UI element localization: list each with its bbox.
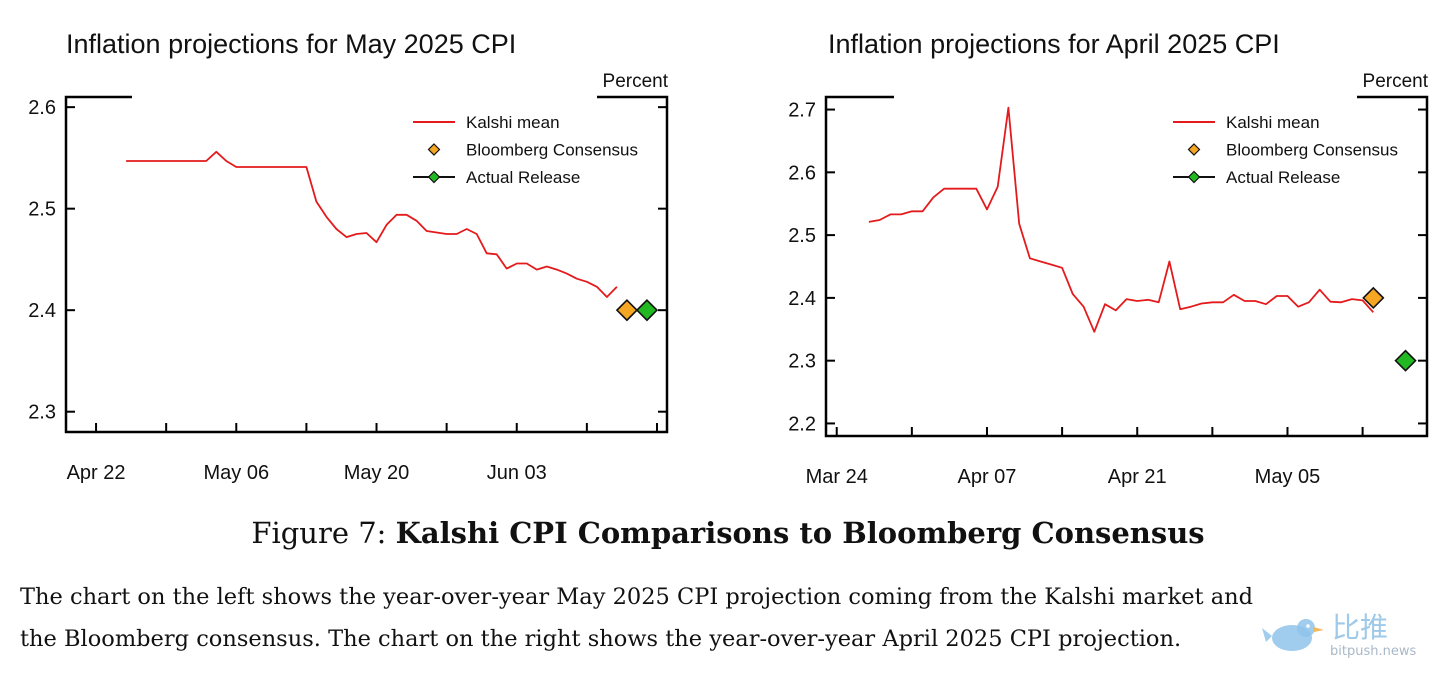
- charts-canvas: Inflation projections for May 2025 CPI Pe…: [28, 29, 1429, 488]
- unit-label: Percent: [603, 71, 669, 92]
- x-tick-label: May 20: [344, 462, 410, 484]
- chart-1: Inflation projections for May 2025 CPI Pe…: [28, 29, 669, 484]
- legend-bloomberg-swatch: [427, 143, 441, 156]
- y-tick-label: 2.4: [788, 288, 816, 310]
- legend-actual-swatch: [427, 170, 441, 184]
- x-tick-label: Apr 21: [1108, 466, 1167, 488]
- kalshi-mean-line: [868, 106, 1374, 333]
- watermark-text-cn: 比推: [1332, 611, 1389, 644]
- legend-bloomberg-label: Bloomberg Consensus: [466, 141, 638, 160]
- chart-title: Inflation projections for May 2025 CPI: [66, 29, 516, 59]
- legend-bloomberg-label: Bloomberg Consensus: [1226, 141, 1398, 160]
- actual-release-marker: [635, 299, 659, 322]
- bloomberg-consensus-marker: [1362, 286, 1385, 310]
- unit-label: Percent: [1363, 71, 1429, 92]
- caption-line-2: the Bloomberg consensus. The chart on th…: [20, 626, 1182, 652]
- y-tick-label: 2.7: [788, 100, 816, 122]
- y-tick-label: 2.3: [28, 402, 56, 424]
- y-tick-label: 2.3: [788, 351, 816, 373]
- x-tick-label: Mar 24: [806, 466, 868, 488]
- y-tick-label: 2.5: [28, 199, 56, 221]
- legend-kalshi-label: Kalshi mean: [466, 113, 560, 132]
- caption-line-1: The chart on the left shows the year-ove…: [20, 584, 1254, 610]
- legend-kalshi-label: Kalshi mean: [1226, 113, 1320, 132]
- legend-actual-label: Actual Release: [1226, 168, 1340, 187]
- bloomberg-consensus-marker: [615, 299, 639, 322]
- y-tick-label: 2.6: [28, 97, 56, 119]
- figure-title: Kalshi CPI Comparisons to Bloomberg Cons…: [395, 516, 1205, 550]
- legend-actual-label: Actual Release: [466, 168, 580, 187]
- figure-caption-title: Figure 7: Kalshi CPI Comparisons to Bloo…: [0, 516, 1456, 550]
- watermark-text-en: bitpush.news: [1330, 644, 1417, 659]
- y-tick-label: 2.6: [788, 162, 816, 184]
- plot-frame: [64, 95, 669, 434]
- x-tick-label: May 06: [203, 462, 269, 484]
- actual-release-marker: [1394, 349, 1417, 372]
- figure-caption-body: The chart on the left shows the year-ove…: [20, 576, 1446, 660]
- y-tick-label: 2.4: [28, 300, 56, 322]
- y-tick-label: 2.5: [788, 225, 816, 247]
- x-tick-label: Apr 07: [958, 466, 1017, 488]
- chart-2: Inflation projections for April 2025 CPI…: [788, 29, 1429, 488]
- x-tick-label: Apr 22: [67, 462, 126, 484]
- figure-label: Figure 7:: [251, 516, 387, 550]
- legend-bloomberg-swatch: [1187, 143, 1201, 156]
- plot-frame: [824, 95, 1429, 438]
- kalshi-mean-line: [126, 150, 618, 298]
- x-tick-label: Jun 03: [487, 462, 547, 484]
- legend-actual-swatch: [1187, 170, 1201, 184]
- watermark-bird-icon: [1262, 619, 1324, 651]
- chart-title: Inflation projections for April 2025 CPI: [828, 29, 1280, 59]
- watermark: 比推 bitpush.news: [1262, 604, 1442, 664]
- x-tick-label: May 05: [1255, 466, 1321, 488]
- y-tick-label: 2.2: [788, 413, 816, 435]
